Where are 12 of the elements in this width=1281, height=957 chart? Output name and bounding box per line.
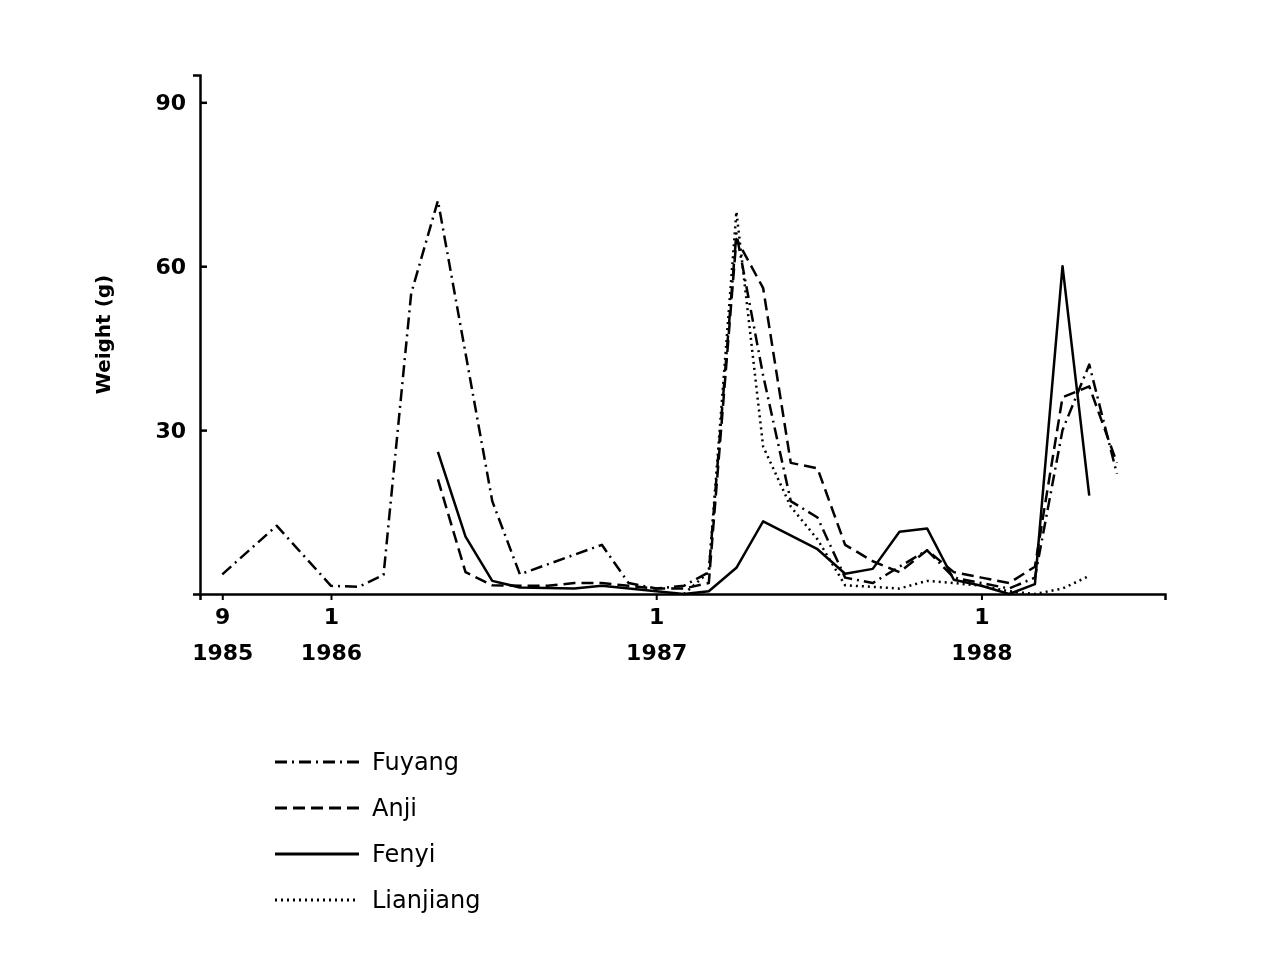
legend-label: Fenyi	[372, 840, 436, 868]
y-tick-label: 90	[155, 89, 186, 115]
x-tick-label: 1 1986	[300, 604, 363, 665]
y-axis-title: Weight (g)	[91, 274, 115, 395]
legend-label: Anji	[372, 794, 417, 822]
legend-label: Fuyang	[372, 748, 460, 776]
x-tick-label: 1 1988	[951, 604, 1013, 665]
y-tick-label: 30	[155, 417, 186, 443]
x-tick-label: 9 1985	[192, 604, 254, 665]
y-tick-label: 60	[155, 253, 186, 279]
x-tick-label: 1 1987	[626, 604, 688, 665]
legend-label: Lianjiang	[372, 886, 481, 914]
